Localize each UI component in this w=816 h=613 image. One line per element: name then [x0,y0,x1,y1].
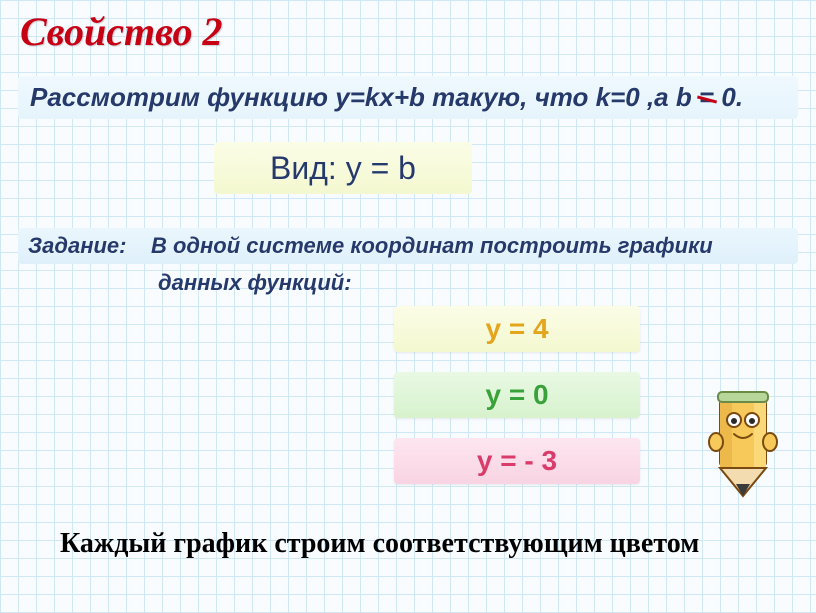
task-label: Задание: [28,233,127,258]
equation-2: y = 0 [485,379,548,411]
function-form-text: Вид: y = b [270,150,416,187]
task-text-line2: данных функций: [158,270,352,296]
intro-text: Рассмотрим функцию y=kx+b такую, что k=0… [18,76,798,119]
pencil-icon [698,380,788,500]
task-text-line1 [133,233,151,258]
equation-1: y = 4 [485,313,548,345]
equation-box-1: y = 4 [394,306,640,352]
equation-box-2: y = 0 [394,372,640,418]
equation-3: y = - 3 [477,445,557,477]
task-bar: Задание: В одной системе координат постр… [18,228,798,264]
function-form-box: Вид: y = b [214,142,472,194]
footer-note: Каждый график строим соответствующим цве… [60,528,699,560]
slide-title: Свойство 2 [20,8,222,55]
equation-box-3: y = - 3 [394,438,640,484]
task-text: В одной системе координат построить граф… [151,233,713,258]
